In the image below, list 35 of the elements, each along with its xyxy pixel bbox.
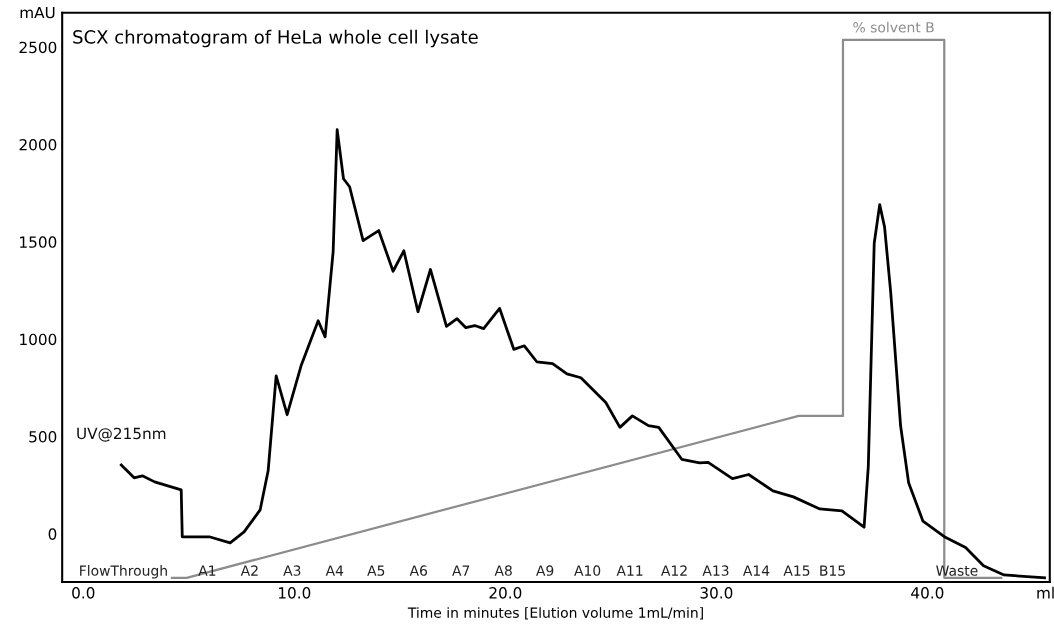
annotation: A7 (452, 565, 470, 576)
series-label: % solvent B (853, 21, 934, 33)
y-tick-label: 1000 (20, 333, 57, 346)
annotation: B15 (820, 565, 845, 576)
x-tick-label: 10.0 (278, 587, 311, 599)
y-tick-label: 2000 (19, 138, 57, 151)
annotation: A4 (325, 565, 344, 576)
annotation: A13 (702, 565, 729, 576)
y-tick-label: 2500 (19, 41, 57, 54)
x-tick-label: 40.0 (911, 587, 944, 599)
annotation: A2 (240, 565, 258, 576)
annotation: A11 (616, 565, 643, 576)
annotation: Waste (936, 565, 978, 576)
x-axis-title: Time in minutes [Elution volume 1mL/min] (407, 607, 703, 620)
annotation: FlowThrough (80, 565, 167, 579)
annotation: A1 (198, 565, 216, 576)
annotation: A6 (409, 565, 427, 576)
annotation: A5 (367, 565, 385, 576)
y-tick-label: 500 (29, 430, 57, 443)
annotation: A10 (574, 565, 601, 576)
x-tick-label: 30.0 (700, 587, 733, 599)
y-tick-label: 0 (48, 528, 57, 540)
annotation: A12 (661, 565, 687, 576)
text: SCX chromatogram of HeLa whole cell lysate (73, 29, 478, 48)
annotation: A8 (494, 565, 512, 576)
x-tick-label: ml (1037, 586, 1054, 599)
annotation: A15 (783, 565, 810, 576)
y-tick-label: 1500 (20, 236, 57, 248)
series-label: UV@215nm (77, 427, 166, 442)
x-tick-label: 0.0 (72, 587, 95, 599)
y-axis-title: mAU (20, 6, 55, 19)
annotation: A3 (283, 565, 301, 576)
annotation: A9 (536, 565, 554, 576)
annotation: A14 (742, 565, 770, 576)
x-tick-label: 20.0 (489, 587, 522, 599)
